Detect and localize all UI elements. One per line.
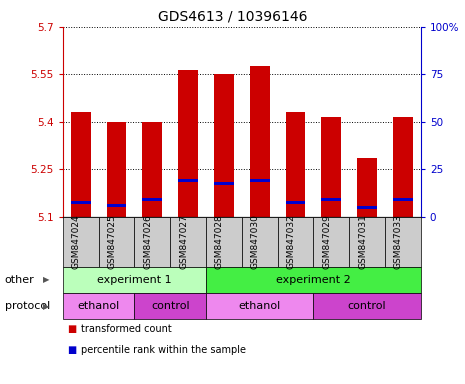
Text: GDS4613 / 10396146: GDS4613 / 10396146 <box>158 10 307 23</box>
Text: GSM847029: GSM847029 <box>322 215 331 269</box>
Bar <box>286 113 306 217</box>
Bar <box>321 198 341 201</box>
Text: control: control <box>348 301 386 311</box>
Bar <box>142 122 162 217</box>
Text: GSM847028: GSM847028 <box>215 215 224 269</box>
Bar <box>250 179 270 182</box>
Text: GSM847026: GSM847026 <box>143 215 152 269</box>
Bar <box>393 117 413 217</box>
Bar <box>106 122 126 217</box>
Text: ethanol: ethanol <box>78 301 120 311</box>
Text: ■: ■ <box>67 345 77 355</box>
Text: GSM847030: GSM847030 <box>251 215 259 269</box>
Text: protocol: protocol <box>5 301 50 311</box>
Text: ▶: ▶ <box>43 275 50 285</box>
Bar <box>214 182 234 185</box>
Bar <box>142 198 162 201</box>
Bar <box>178 70 198 217</box>
Bar <box>250 66 270 217</box>
Bar <box>106 204 126 207</box>
Text: ■: ■ <box>67 324 77 334</box>
Text: experiment 1: experiment 1 <box>97 275 172 285</box>
Text: GSM847024: GSM847024 <box>72 215 81 269</box>
Bar <box>286 201 306 204</box>
Bar <box>357 158 377 217</box>
Text: ▶: ▶ <box>43 301 50 311</box>
Bar <box>71 113 91 217</box>
Text: percentile rank within the sample: percentile rank within the sample <box>81 345 246 355</box>
Text: GSM847031: GSM847031 <box>358 215 367 269</box>
Text: ethanol: ethanol <box>239 301 281 311</box>
Bar <box>71 201 91 204</box>
Text: experiment 2: experiment 2 <box>276 275 351 285</box>
Text: GSM847033: GSM847033 <box>394 215 403 269</box>
Bar <box>357 206 377 209</box>
Text: transformed count: transformed count <box>81 324 172 334</box>
Bar <box>214 74 234 217</box>
Bar <box>178 179 198 182</box>
Text: GSM847025: GSM847025 <box>107 215 116 269</box>
Text: GSM847027: GSM847027 <box>179 215 188 269</box>
Text: GSM847032: GSM847032 <box>286 215 295 269</box>
Text: control: control <box>151 301 190 311</box>
Bar <box>393 198 413 201</box>
Bar <box>321 117 341 217</box>
Text: other: other <box>5 275 34 285</box>
